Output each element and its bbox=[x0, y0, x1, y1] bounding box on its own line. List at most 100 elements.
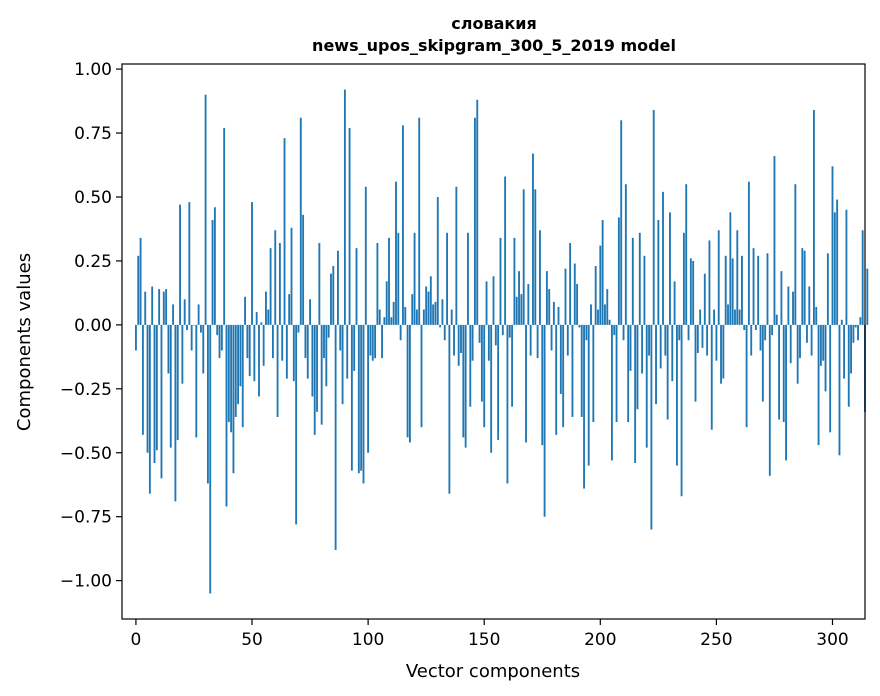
bar bbox=[773, 156, 776, 325]
bar bbox=[645, 324, 648, 448]
bar bbox=[508, 324, 511, 338]
bar bbox=[290, 227, 293, 325]
bar bbox=[251, 202, 253, 325]
bar bbox=[701, 324, 704, 348]
bar bbox=[392, 301, 395, 325]
bar bbox=[355, 248, 358, 325]
bar bbox=[362, 324, 365, 484]
bar bbox=[434, 301, 437, 325]
bar bbox=[323, 324, 325, 359]
bar bbox=[857, 324, 859, 341]
bar bbox=[494, 324, 497, 346]
bar bbox=[139, 237, 142, 325]
bar bbox=[636, 324, 639, 410]
y-tick-label: 0.00 bbox=[74, 316, 112, 336]
bar bbox=[831, 166, 834, 325]
bar bbox=[622, 324, 625, 341]
bar bbox=[476, 99, 479, 325]
bar bbox=[601, 220, 604, 325]
bar bbox=[332, 266, 335, 325]
bar bbox=[787, 286, 790, 325]
bar bbox=[715, 324, 718, 361]
bar bbox=[325, 324, 328, 387]
bar bbox=[232, 324, 235, 474]
bar bbox=[539, 230, 541, 325]
bar bbox=[402, 125, 404, 325]
bar bbox=[703, 273, 706, 325]
x-tick-label: 0 bbox=[131, 630, 142, 650]
bar bbox=[759, 324, 762, 351]
bar bbox=[480, 324, 483, 402]
bar bbox=[527, 283, 530, 325]
bar bbox=[253, 324, 256, 382]
bar bbox=[292, 324, 295, 382]
bar bbox=[137, 255, 140, 325]
bar bbox=[162, 291, 165, 325]
bar bbox=[669, 212, 671, 325]
bar bbox=[244, 296, 246, 325]
bar bbox=[490, 324, 493, 453]
bar bbox=[197, 304, 200, 325]
bar bbox=[720, 324, 722, 384]
bar bbox=[794, 184, 797, 325]
bar bbox=[441, 299, 444, 325]
bar bbox=[181, 324, 184, 384]
bar bbox=[555, 324, 558, 435]
bar bbox=[810, 324, 813, 356]
bar bbox=[727, 304, 729, 325]
bar bbox=[327, 324, 330, 338]
bar bbox=[415, 309, 418, 325]
bar bbox=[573, 263, 576, 325]
bar bbox=[390, 317, 393, 325]
bar bbox=[710, 324, 713, 430]
bar bbox=[186, 324, 188, 330]
bar bbox=[183, 299, 186, 325]
bar bbox=[583, 324, 585, 489]
bar bbox=[467, 232, 469, 325]
x-tick-label: 150 bbox=[468, 630, 500, 650]
bar bbox=[696, 324, 699, 354]
x-axis-label: Vector components bbox=[406, 661, 580, 682]
bar bbox=[836, 199, 839, 325]
bar bbox=[650, 324, 653, 530]
bar bbox=[708, 240, 711, 325]
x-tick-label: 300 bbox=[816, 630, 848, 650]
bar bbox=[446, 232, 448, 325]
y-tick-label: −0.50 bbox=[60, 444, 112, 464]
bar bbox=[195, 324, 198, 438]
bar bbox=[838, 324, 841, 456]
chart-titles: словакия news_upos_skipgram_300_5_2019 m… bbox=[312, 14, 676, 55]
bar bbox=[606, 289, 609, 325]
bar bbox=[747, 181, 750, 325]
bar bbox=[761, 324, 764, 402]
bar bbox=[220, 324, 223, 351]
bar bbox=[167, 324, 170, 374]
bar bbox=[174, 324, 177, 502]
bar bbox=[376, 243, 379, 325]
bar bbox=[383, 317, 386, 325]
bar bbox=[731, 258, 734, 325]
bar bbox=[792, 291, 794, 325]
bar bbox=[418, 117, 421, 325]
bar bbox=[153, 324, 156, 463]
bar bbox=[689, 258, 692, 325]
bar bbox=[557, 306, 560, 325]
bar bbox=[258, 324, 260, 397]
bar bbox=[559, 324, 562, 394]
bar bbox=[334, 324, 337, 550]
bar bbox=[371, 324, 374, 361]
bar bbox=[160, 324, 163, 479]
x-tick-label: 200 bbox=[584, 630, 616, 650]
bar bbox=[218, 324, 221, 359]
bar bbox=[822, 324, 825, 361]
bar bbox=[532, 153, 534, 325]
bar bbox=[678, 324, 681, 341]
y-tick-label: −1.00 bbox=[60, 572, 112, 592]
bar bbox=[522, 189, 525, 325]
bar bbox=[594, 266, 597, 325]
bar bbox=[536, 324, 539, 359]
bar bbox=[309, 299, 311, 325]
bar bbox=[165, 289, 168, 325]
bar bbox=[135, 324, 137, 351]
